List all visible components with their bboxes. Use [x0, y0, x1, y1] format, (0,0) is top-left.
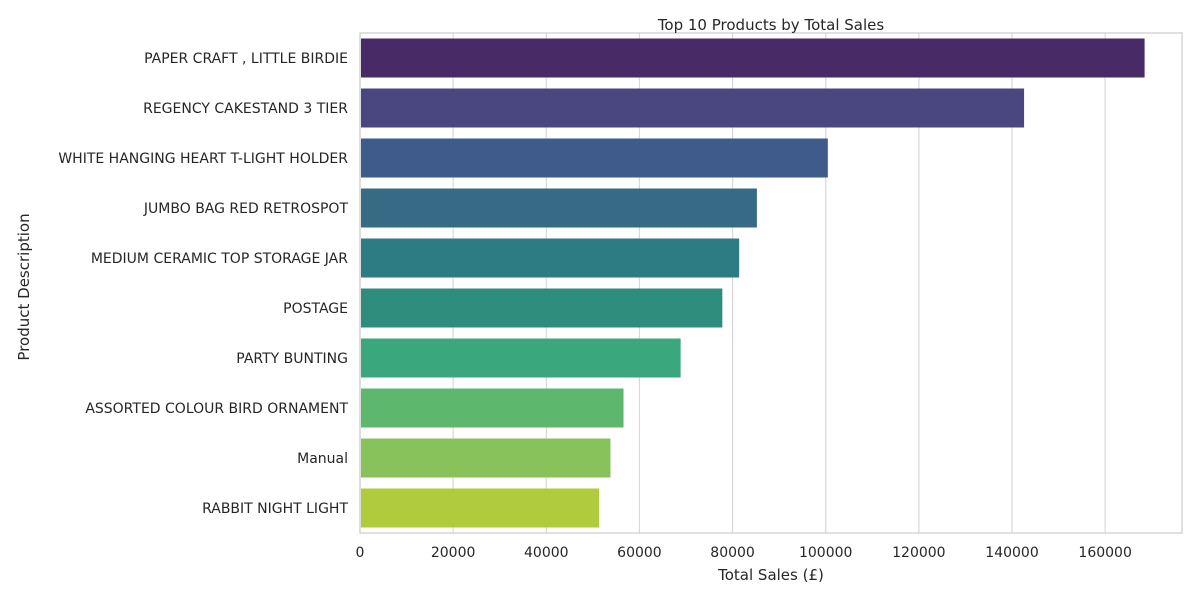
x-axis-label: Total Sales (£): [717, 566, 824, 584]
x-tick-label: 120000: [892, 545, 945, 561]
y-tick-label: JUMBO BAG RED RETROSPOT: [143, 201, 349, 217]
x-tick-label: 40000: [524, 545, 569, 561]
y-tick-labels: PAPER CRAFT , LITTLE BIRDIE REGENCY CAKES…: [58, 51, 348, 517]
x-tick-label: 0: [356, 545, 365, 561]
x-tick-label: 60000: [617, 545, 662, 561]
y-tick-label: RABBIT NIGHT LIGHT: [202, 501, 348, 517]
x-tick-labels: 0 20000 40000 60000 80000 100000 120000 140000 1…: [356, 545, 1132, 561]
y-tick-label: MEDIUM CERAMIC TOP STORAGE JAR: [91, 251, 348, 267]
bar: [361, 338, 681, 378]
bar: [361, 138, 828, 178]
bar: [361, 488, 600, 528]
y-tick-label: POSTAGE: [283, 301, 348, 317]
bars: [361, 38, 1145, 528]
bar: [361, 88, 1025, 128]
x-tick-label: 20000: [431, 545, 476, 561]
y-tick-label: PARTY BUNTING: [236, 351, 348, 367]
bar: [361, 38, 1145, 78]
bar: [361, 438, 611, 478]
bar: [361, 388, 624, 428]
y-tick-label: REGENCY CAKESTAND 3 TIER: [143, 101, 348, 117]
y-tick-label: PAPER CRAFT , LITTLE BIRDIE: [144, 51, 348, 67]
bar: [361, 188, 757, 228]
bar: [361, 238, 740, 278]
y-tick-label: WHITE HANGING HEART T-LIGHT HOLDER: [58, 151, 348, 167]
chart-title: Top 10 Products by Total Sales: [657, 16, 885, 34]
bar: [361, 288, 723, 328]
y-tick-label: ASSORTED COLOUR BIRD ORNAMENT: [85, 401, 348, 417]
plot-frame: [359, 32, 1183, 534]
x-tick-label: 80000: [710, 545, 755, 561]
y-axis-label: Product Description: [15, 213, 33, 360]
y-tick-label: Manual: [297, 451, 348, 467]
x-tick-label: 140000: [985, 545, 1038, 561]
x-tick-label: 160000: [1078, 545, 1131, 561]
x-tick-label: 100000: [799, 545, 852, 561]
